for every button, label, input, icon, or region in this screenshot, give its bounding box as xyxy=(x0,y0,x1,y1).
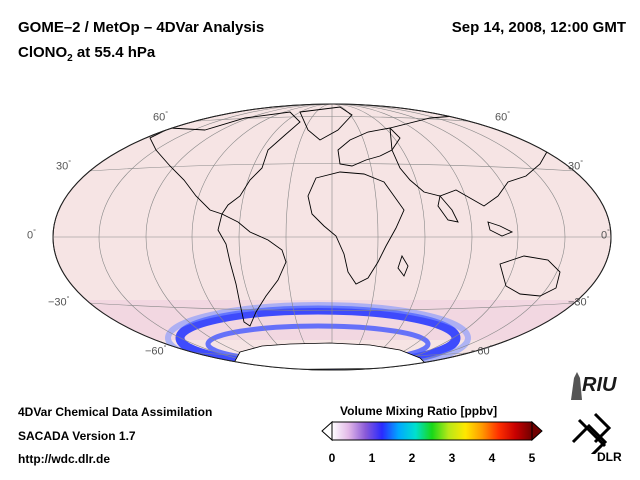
lat-label-right-30: 30° xyxy=(568,160,584,173)
colorbar-tick-4: 4 xyxy=(488,451,496,465)
colorbar-tick-3: 3 xyxy=(448,451,456,465)
colorbar-tick-0: 0 xyxy=(328,451,336,465)
lat-label-left-0: 0° xyxy=(27,229,36,242)
species-label: ClONO2 at 55.4 hPa xyxy=(18,44,156,64)
colorbar-right-arrow xyxy=(531,420,543,442)
colorbar xyxy=(321,420,543,442)
lat-label-right-minus60: −60° xyxy=(471,345,493,358)
map-datetime: Sep 14, 2008, 12:00 GMT xyxy=(451,19,626,36)
polar-ring-halo xyxy=(165,302,471,370)
lat-label-left-60: 60° xyxy=(153,111,169,124)
footer-line1: 4DVar Chemical Data Assimilation xyxy=(18,405,213,419)
lat-label-right-0: 0° xyxy=(601,229,610,242)
dlr-emblem-icon xyxy=(571,412,612,460)
antarctica xyxy=(229,342,431,370)
colorbar-label: Volume Mixing Ratio [ppbv] xyxy=(340,404,498,418)
graticule xyxy=(53,104,611,370)
colorbar-tick-1: 1 xyxy=(368,451,376,465)
lat-label-left-minus30: −30° xyxy=(48,296,70,309)
lat-label-right-60: 60° xyxy=(495,111,511,124)
lat-label-left-30: 30° xyxy=(56,160,72,173)
riu-tower-icon xyxy=(571,372,582,400)
colorbar-body xyxy=(331,421,533,441)
lat-label-right-minus30: −30° xyxy=(568,296,590,309)
colorbar-tick-2: 2 xyxy=(408,451,416,465)
colorbar-left-arrow xyxy=(321,420,333,442)
dlr-logo: DLR xyxy=(565,412,622,464)
map-title: GOME–2 / MetOp – 4DVar Analysis xyxy=(18,19,265,36)
lat-label-left-minus60: −60° xyxy=(145,345,167,358)
footer-link[interactable]: http://wdc.dlr.de xyxy=(18,452,110,466)
footer-line2: SACADA Version 1.7 xyxy=(18,429,136,443)
colorbar-tick-5: 5 xyxy=(528,451,536,465)
